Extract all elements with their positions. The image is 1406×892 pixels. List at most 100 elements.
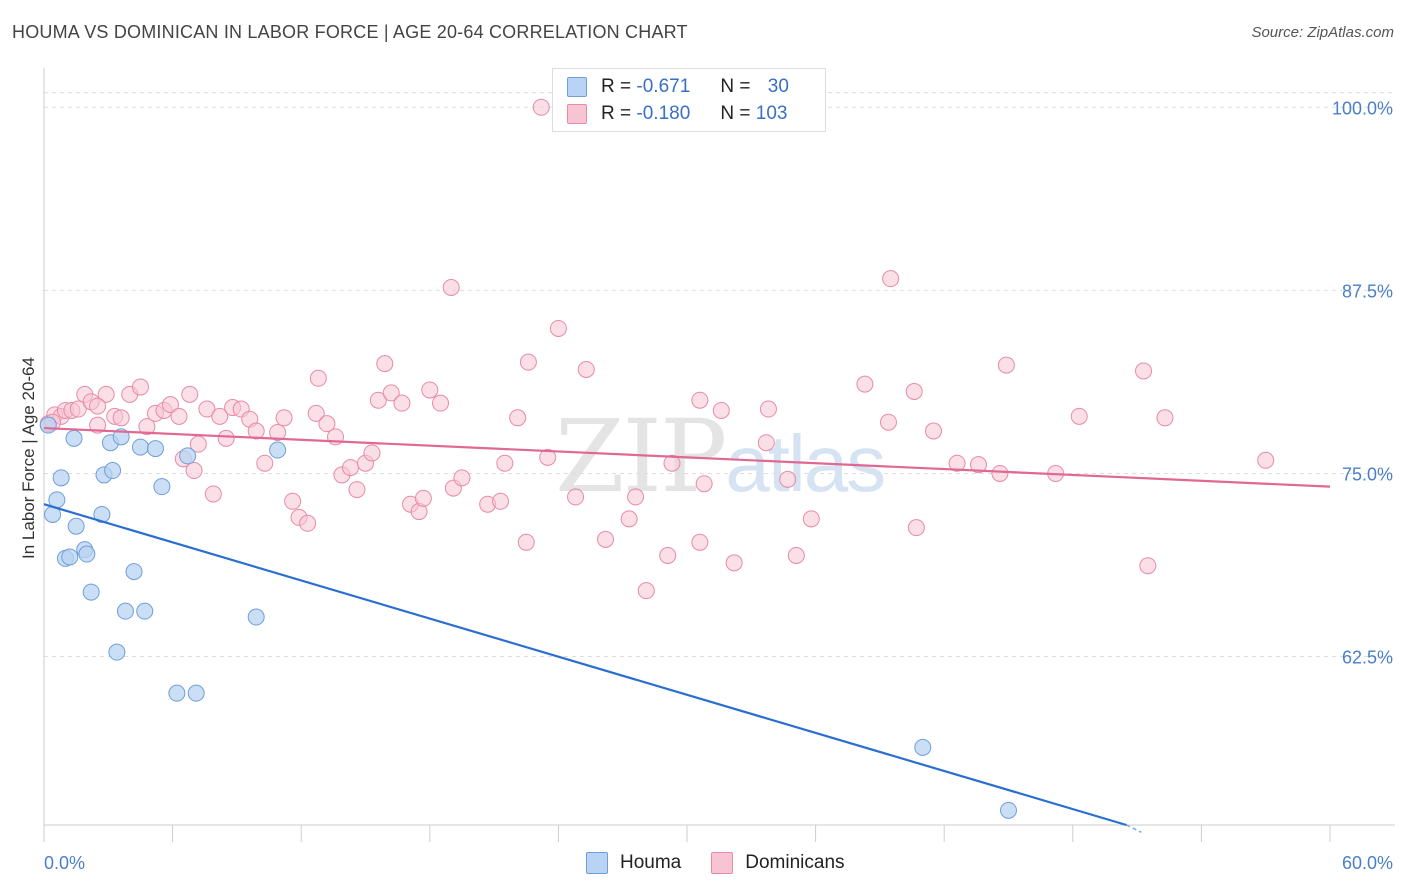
dominicans-point bbox=[393, 394, 411, 412]
houma-point bbox=[269, 441, 287, 459]
legend-row-houma: R = -0.671 N = 30 bbox=[567, 75, 789, 99]
dominicans-point bbox=[725, 554, 743, 572]
y-tick-label: 75.0% bbox=[1342, 464, 1393, 484]
dominicans-point bbox=[309, 369, 327, 387]
dominicans-point bbox=[856, 375, 874, 393]
dominicans-point bbox=[517, 533, 535, 551]
dominicans-point bbox=[879, 413, 897, 431]
y-tick-label: 100.0% bbox=[1332, 98, 1393, 118]
dominicans-point bbox=[247, 422, 265, 440]
dominicans-point bbox=[779, 470, 797, 488]
houma-trendline-extension bbox=[1126, 824, 1142, 833]
dominicans-point bbox=[905, 382, 923, 400]
series-legend: Houma Dominicans bbox=[586, 852, 875, 874]
dominicans-point bbox=[299, 514, 317, 532]
dominicans-point bbox=[204, 485, 222, 503]
dominicans-point bbox=[924, 422, 942, 440]
dominicans-point bbox=[1257, 451, 1275, 469]
dominicans-point bbox=[1139, 557, 1157, 575]
houma-point bbox=[136, 602, 154, 620]
dominicans-r-label: R = bbox=[601, 103, 632, 124]
dominicans-point bbox=[1070, 407, 1088, 425]
dominicans-point bbox=[948, 454, 966, 472]
dominicans-point bbox=[997, 356, 1015, 374]
dominicans-point bbox=[757, 434, 775, 452]
dominicans-n-label: N = bbox=[720, 103, 751, 124]
dominicans-point bbox=[1156, 409, 1174, 427]
houma-legend-swatch bbox=[586, 852, 608, 874]
dominicans-point bbox=[620, 510, 638, 528]
houma-point bbox=[104, 462, 122, 480]
dominicans-point bbox=[185, 462, 203, 480]
houma-point bbox=[78, 545, 96, 563]
dominicans-point bbox=[969, 456, 987, 474]
dominicans-point bbox=[787, 546, 805, 564]
houma-point bbox=[125, 563, 143, 581]
dominicans-point bbox=[318, 415, 336, 433]
houma-point bbox=[914, 738, 932, 756]
houma-point bbox=[168, 684, 186, 702]
dominicans-point bbox=[89, 397, 107, 415]
dominicans-point bbox=[991, 464, 1009, 482]
dominicans-point bbox=[442, 278, 460, 296]
dominicans-point bbox=[284, 492, 302, 510]
dominicans-point bbox=[131, 378, 149, 396]
dominicans-point bbox=[882, 270, 900, 288]
houma-r-label: R = bbox=[601, 76, 632, 97]
houma-point bbox=[179, 447, 197, 465]
houma-point bbox=[153, 478, 171, 496]
houma-point bbox=[67, 517, 85, 535]
dominicans-point bbox=[211, 407, 229, 425]
dominicans-point bbox=[695, 475, 713, 493]
houma-point bbox=[82, 583, 100, 601]
x-tick-label: 60.0% bbox=[1342, 853, 1393, 873]
dominicans-point bbox=[198, 400, 216, 418]
dominicans-legend-label: Dominicans bbox=[745, 852, 845, 873]
dominicans-point bbox=[492, 492, 510, 510]
dominicans-point bbox=[181, 385, 199, 403]
legend-item-dominicans[interactable]: Dominicans bbox=[711, 852, 845, 874]
houma-point bbox=[187, 684, 205, 702]
y-axis-label: In Labor Force | Age 20-64 bbox=[19, 357, 38, 559]
dominicans-point bbox=[453, 469, 471, 487]
dominicans-point bbox=[170, 407, 188, 425]
correlation-legend: R = -0.671 N = 30 R = -0.180 N = 103 bbox=[552, 68, 826, 132]
dominicans-point bbox=[256, 454, 274, 472]
dominicans-swatch bbox=[567, 104, 587, 124]
dominicans-point bbox=[341, 459, 359, 477]
dominicans-point bbox=[496, 454, 514, 472]
houma-point bbox=[52, 469, 70, 487]
houma-point bbox=[146, 440, 164, 458]
y-tick-label: 62.5% bbox=[1342, 648, 1393, 668]
source-credit: Source: ZipAtlas.com bbox=[1251, 24, 1394, 41]
dominicans-point bbox=[597, 530, 615, 548]
dominicans-point bbox=[1135, 362, 1153, 380]
dominicans-point bbox=[138, 418, 156, 436]
houma-point bbox=[61, 548, 79, 566]
dominicans-point bbox=[363, 444, 381, 462]
dominicans-point bbox=[414, 489, 432, 507]
dominicans-point bbox=[532, 98, 550, 116]
legend-item-houma[interactable]: Houma bbox=[586, 852, 681, 874]
chart-title: HOUMA VS DOMINICAN IN LABOR FORCE | AGE … bbox=[12, 22, 688, 42]
dominicans-point bbox=[275, 409, 293, 427]
dominicans-point bbox=[759, 400, 777, 418]
dominicans-point bbox=[432, 394, 450, 412]
dominicans-point bbox=[369, 391, 387, 409]
dominicans-point bbox=[627, 488, 645, 506]
dominicans-point bbox=[509, 409, 527, 427]
dominicans-r-value: -0.180 bbox=[636, 103, 691, 124]
dominicans-point bbox=[907, 519, 925, 537]
dominicans-point bbox=[539, 448, 557, 466]
dominicans-point bbox=[637, 582, 655, 600]
dominicans-point bbox=[567, 488, 585, 506]
dominicans-point bbox=[269, 423, 287, 441]
houma-point bbox=[116, 602, 134, 620]
houma-point bbox=[1000, 801, 1017, 819]
dominicans-point bbox=[691, 533, 709, 551]
houma-point bbox=[65, 429, 83, 447]
dominicans-point bbox=[69, 400, 87, 418]
dominicans-point bbox=[802, 510, 820, 528]
dominicans-point bbox=[307, 404, 325, 422]
